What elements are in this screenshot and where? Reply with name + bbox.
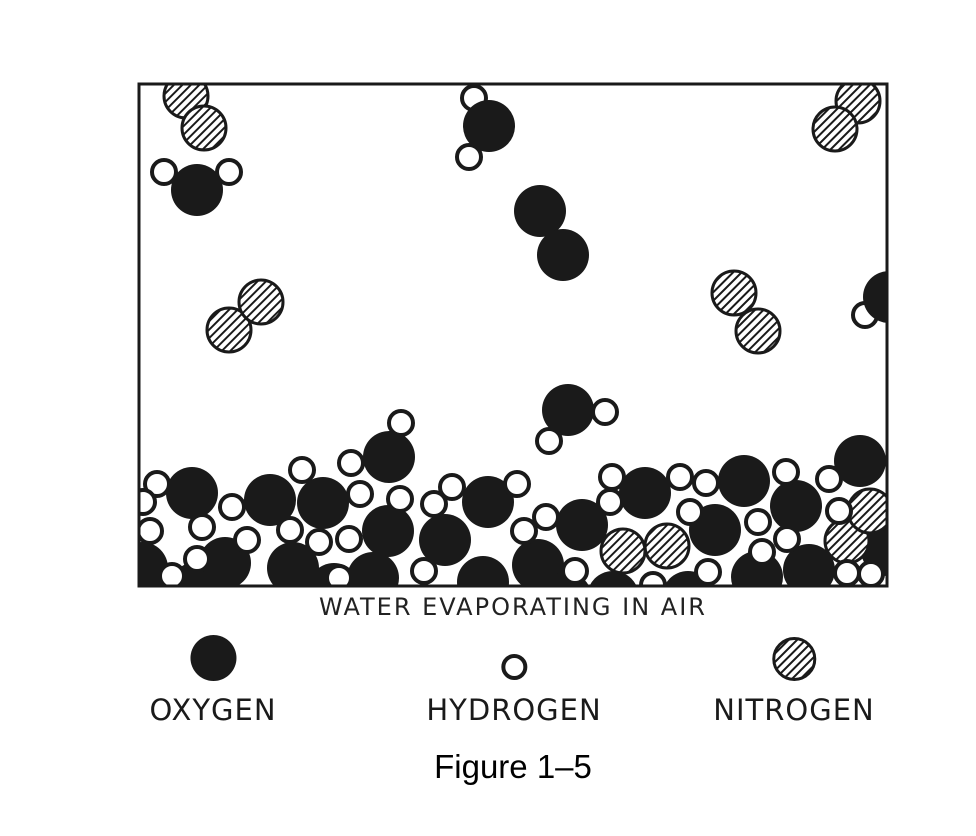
oxygen-atom [166, 467, 218, 519]
hydrogen-atom [744, 508, 772, 536]
hydrogen-atom [535, 427, 563, 455]
oxygen-atom [463, 100, 515, 152]
hydrogen-atom [666, 463, 694, 491]
nitrogen-atom [811, 105, 859, 153]
hydrogen-atom [532, 503, 560, 531]
hydrogen-atom [386, 485, 414, 513]
legend-item-hydrogen: HYDROGEN [426, 632, 601, 727]
hydrogen-atom [346, 480, 374, 508]
hydrogen-atom [337, 449, 365, 477]
oxygen-atom [542, 384, 594, 436]
oxygen-atom [783, 544, 835, 586]
oxygen-atom [863, 271, 887, 323]
oxygen-atom [347, 552, 399, 586]
hydrogen-atom [503, 470, 531, 498]
hydrogen-atom [598, 463, 626, 491]
legend-label-oxygen: OXYGEN [149, 693, 277, 727]
nitrogen-atom [599, 527, 647, 575]
oxygen-atom [770, 480, 822, 532]
hydrogen-atom [772, 458, 800, 486]
figure-caption: Figure 1–5 [434, 748, 592, 785]
hydrogen-atom [510, 517, 538, 545]
oxygen-filled-circle-icon [189, 632, 237, 682]
hydrogen-atom [692, 469, 720, 497]
hydrogen-atom [591, 398, 619, 426]
legend-item-oxygen: OXYGEN [149, 632, 276, 727]
hydrogen-atom [676, 498, 704, 526]
hydrogen-atom [420, 490, 448, 518]
nitrogen-atom [205, 306, 253, 354]
hydrogen-atom [143, 470, 171, 498]
oxygen-atom [267, 542, 319, 586]
nitrogen-atom [710, 269, 758, 317]
hydrogen-atom [455, 143, 483, 171]
oxygen-atom [419, 514, 471, 566]
oxygen-atom [457, 556, 509, 586]
oxygen-atom [462, 476, 514, 528]
oxygen-atom [363, 431, 415, 483]
hydrogen-atom [857, 560, 885, 586]
oxygen-atom [362, 505, 414, 557]
legend-label-hydrogen: HYDROGEN [426, 693, 602, 727]
oxygen-atom [514, 185, 566, 237]
legend-label-nitrogen: NITROGEN [713, 693, 875, 727]
oxygen-atom [556, 499, 608, 551]
hydrogen-atom [773, 525, 801, 553]
nitrogen-atom [734, 307, 782, 355]
hydrogen-atom [833, 559, 861, 586]
oxygen-atom [718, 455, 770, 507]
oxygen-atom [512, 539, 564, 586]
hydrogen-atom [410, 557, 438, 585]
hydrogen-atom [276, 516, 304, 544]
hydrogen-atom [596, 488, 624, 516]
hydrogen-atom [561, 557, 589, 585]
nitrogen-atom [643, 522, 691, 570]
hydrogen-atom [158, 562, 186, 586]
hydrogen-atom [139, 517, 164, 545]
nitrogen-atom [237, 278, 285, 326]
oxygen-atom [834, 435, 886, 487]
hydrogen-atom [183, 545, 211, 573]
hydrogen-atom [233, 526, 261, 554]
nitrogen-atom [180, 104, 228, 152]
oxygen-atom [297, 477, 349, 529]
hydrogen-atom [748, 538, 776, 566]
hydrogen-atom [215, 158, 243, 186]
hydrogen-open-circle-icon [499, 632, 529, 682]
oxygen-atom [589, 571, 637, 586]
hydrogen-atom [815, 465, 843, 493]
legend-item-nitrogen: NITROGEN [713, 632, 874, 727]
hydrogen-atom [150, 158, 178, 186]
hydrogen-atom [305, 528, 333, 556]
oxygen-atom [171, 164, 223, 216]
container-box-border [137, 82, 889, 588]
oxygen-atom [537, 229, 589, 281]
hydrogen-atom [139, 488, 157, 516]
hydrogen-atom [335, 525, 363, 553]
molecules-layer [139, 84, 887, 586]
hydrogen-atom [325, 564, 353, 586]
oxygen-atom [244, 474, 296, 526]
hydrogen-atom [694, 558, 722, 586]
hydrogen-atom [288, 456, 316, 484]
diagram-caption: WATER EVAPORATING IN AIR [319, 593, 707, 621]
hydrogen-atom [218, 493, 246, 521]
oxygen-atom [619, 467, 671, 519]
nitrogen-atom [846, 487, 887, 535]
hydrogen-atom [438, 473, 466, 501]
nitrogen-hatched-circle-icon [771, 632, 817, 682]
hydrogen-atom [825, 497, 853, 525]
hydrogen-atom [188, 513, 216, 541]
